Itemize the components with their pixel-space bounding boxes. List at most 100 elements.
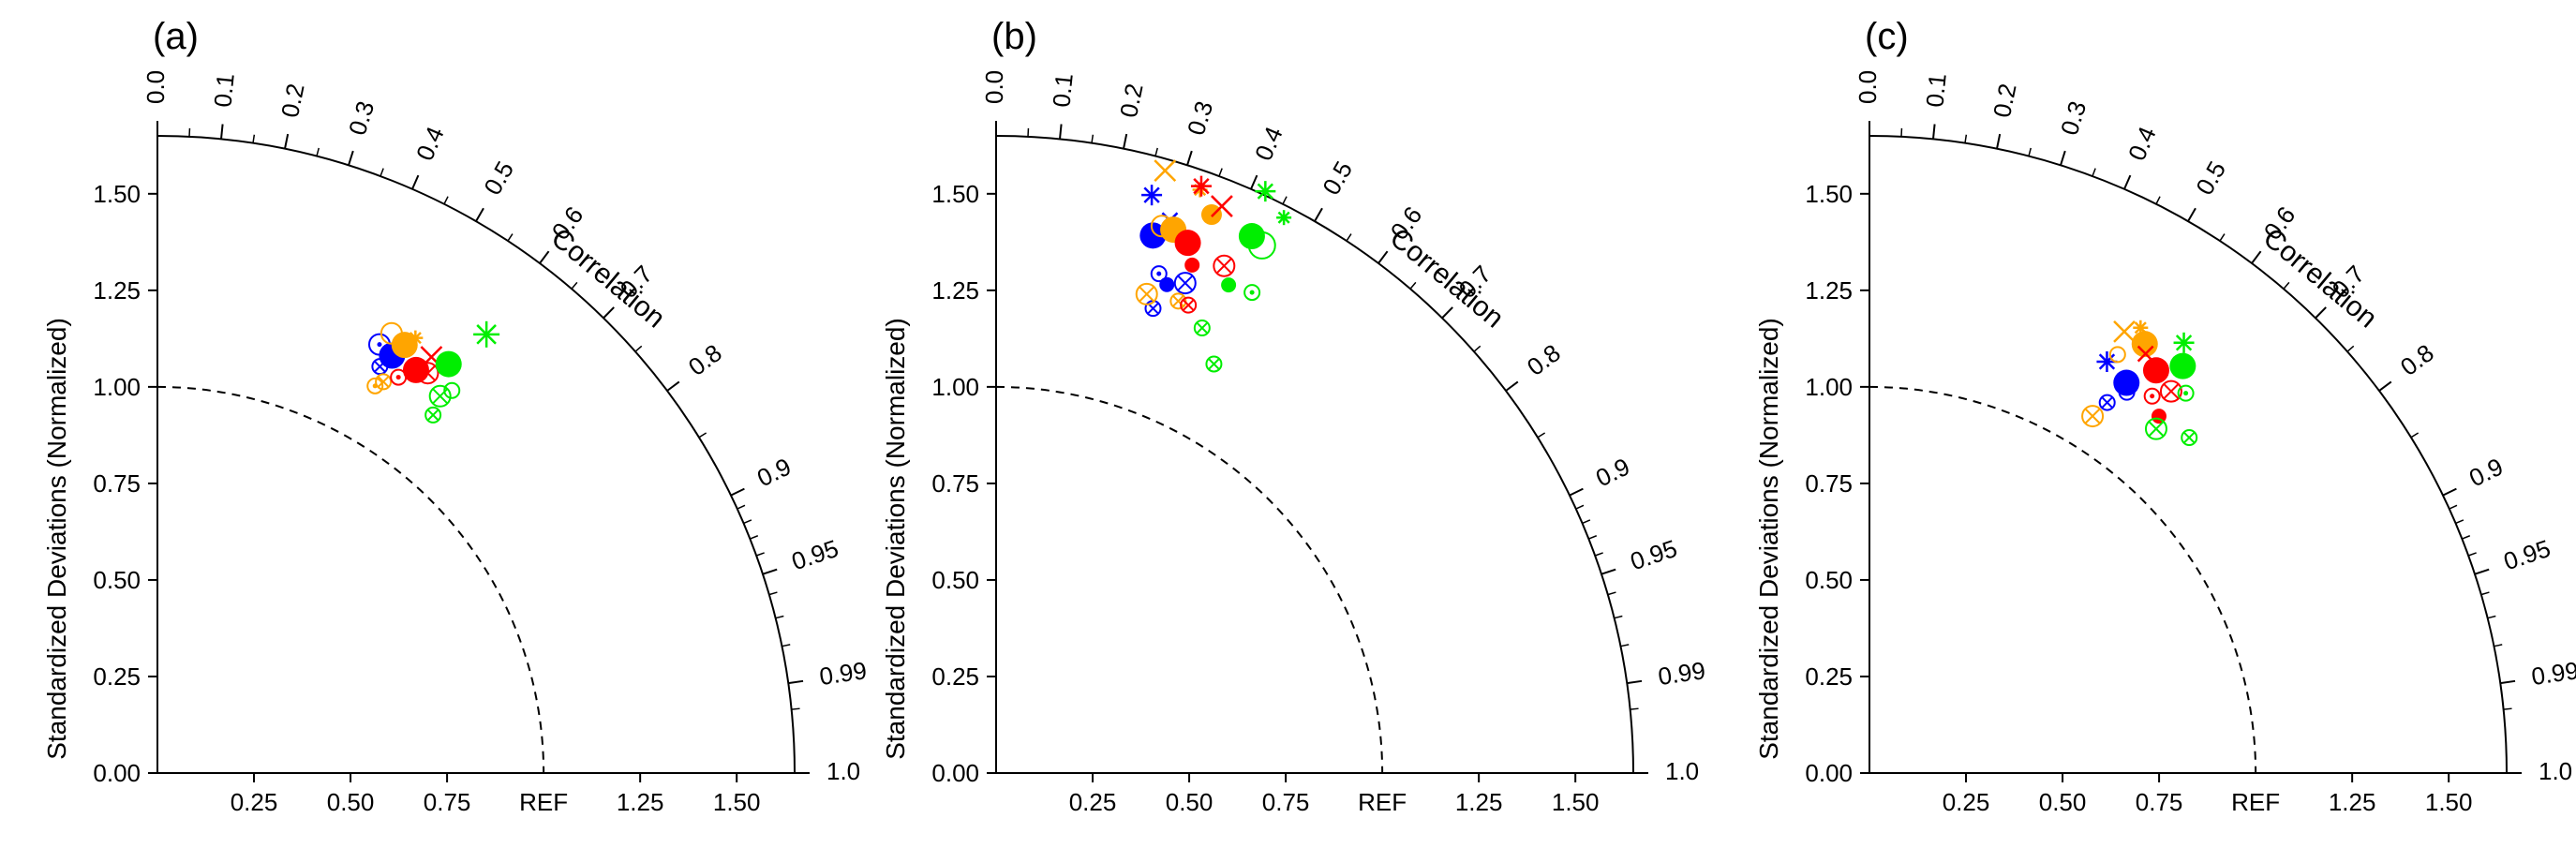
correlation-minor-tick [2449,504,2458,510]
correlation-tick [1569,487,1584,497]
correlation-tick [1186,150,1193,166]
y-tick-label: 0.25 [93,662,141,691]
correlation-tick [1441,306,1453,320]
correlation-minor-tick [1964,134,1968,143]
correlation-tick-label: 0.95 [788,534,841,575]
data-point-circle-cross [416,362,439,385]
correlation-tick [1996,133,2002,149]
correlation-minor-tick [443,196,449,205]
correlation-tick [2315,306,2327,320]
correlation-minor-tick [698,432,707,439]
y-tick-label: 0.75 [1805,469,1853,498]
correlation-tick [730,487,745,497]
correlation-minor-tick [1601,571,1610,575]
taylor-panel-b: (b) 0.00 0.25 0.50 0.75 1.00 1.25 1.50 0.25 0.50 0… [881,16,1707,816]
correlation-tick [220,124,224,140]
correlation-minor-tick [2474,571,2483,575]
correlation-minor-tick [775,615,784,619]
data-point-circle-cross [371,358,389,376]
panel-label: (b) [991,16,1037,57]
data-point-circle-cross [1173,272,1197,295]
data-point-circle-filled [1200,204,1222,226]
ref-label: REF [519,788,568,816]
data-point-asterisk [1276,210,1292,226]
data-point-circle-cross [2181,429,2198,447]
data-point-asterisk [1190,175,1212,197]
y-tick-label: 1.25 [93,276,141,305]
correlation-tick [2442,487,2457,497]
correlation-tick [284,133,290,149]
correlation-minor-tick [1154,147,1158,156]
data-point-circle-filled [1159,276,1175,292]
x-tick-label: 1.50 [2425,788,2473,816]
correlation-tick-label: 0.4 [410,123,450,165]
correlation-arc [156,135,796,774]
x-tick-label: 0.50 [327,788,375,816]
ref-label: REF [2231,788,2280,816]
correlation-minor-tick [2467,552,2477,557]
correlation-tick-label: 0.8 [1522,338,1566,381]
correlation-tick-label: 0.1 [208,72,239,109]
correlation-tick-label: 0.99 [1656,656,1706,691]
correlation-minor-tick [634,345,643,352]
correlation-tick-label: 0.0 [1854,70,1882,104]
correlation-minor-tick [1537,432,1546,439]
correlation-tick-label: 0.99 [817,656,868,691]
correlation-arc [1869,135,2508,774]
data-point-circle-dot [1150,265,1168,283]
data-point-circle-cross [1205,355,1223,373]
x-tick-label: 0.25 [1069,788,1117,816]
correlation-tick [2500,679,2516,685]
x-tick-label: 0.25 [231,788,278,816]
correlation-minor-tick [1218,168,1223,177]
data-point-asterisk [2173,332,2195,353]
correlation-tick [1059,124,1063,140]
correlation-tick [2378,380,2392,392]
y-tick-label: 1.25 [1805,276,1853,305]
x-tick-label: 0.75 [424,788,471,816]
x-tick-label: 0.25 [1943,788,1990,816]
y-tick-label: 1.25 [931,276,979,305]
correlation-tick [1314,207,1323,222]
y-axis-title: Standardized Deviations (Normalized) [881,318,910,760]
data-point-circle-cross [1213,254,1236,277]
correlation-minor-tick [2092,168,2096,177]
correlation-tick-label: 0.3 [343,97,380,138]
correlation-minor-tick [750,535,759,540]
correlation-minor-tick [2455,519,2464,525]
taylor-panel-c: (c) 0.00 0.25 0.50 0.75 1.00 1.25 1.50 0.25 0.50 0… [1754,16,2576,816]
correlation-tick-label: 0.5 [2190,156,2231,200]
x-tick-label: 0.50 [2039,788,2087,816]
correlation-minor-tick [1630,707,1639,710]
correlation-tick-label: 0.3 [2055,97,2092,138]
correlation-minor-tick [1282,196,1288,205]
correlation-tick [1377,250,1389,264]
y-tick-label: 0.50 [931,566,979,594]
correlation-tick-label: 0.9 [1591,453,1634,493]
x-tick-label: 0.75 [1262,788,1310,816]
correlation-minor-tick [1588,535,1598,540]
correlation-minor-tick [1346,233,1352,242]
data-point-circle-cross [2098,394,2116,411]
y-tick-label: 1.50 [1805,180,1853,208]
correlation-tick [2060,150,2066,166]
correlation-tick-label: 1.0 [826,757,860,785]
data-point-asterisk [1255,181,1276,202]
correlation-minor-tick [1473,345,1482,352]
correlation-tick-label: 0.2 [1114,82,1149,120]
data-point-circle-cross [2144,417,2167,440]
correlation-minor-tick [743,519,752,525]
correlation-tick-label: 0.1 [1047,72,1078,109]
x-tick-label: 0.50 [1166,788,1214,816]
correlation-tick-label: 0.3 [1182,97,1218,138]
correlation-minor-tick [507,233,514,242]
correlation-minor-tick [2283,281,2290,290]
correlation-tick-label: 0.8 [683,338,727,381]
correlation-tick-label: 0.4 [2122,123,2162,165]
data-point-circle-filled [435,350,462,378]
correlation-tick-label: 0.99 [2529,656,2576,691]
y-tick-label: 1.00 [931,373,979,401]
data-point-circle-cross [375,373,393,391]
ref-label: REF [1358,788,1407,816]
x-tick-label: 0.75 [2136,788,2183,816]
